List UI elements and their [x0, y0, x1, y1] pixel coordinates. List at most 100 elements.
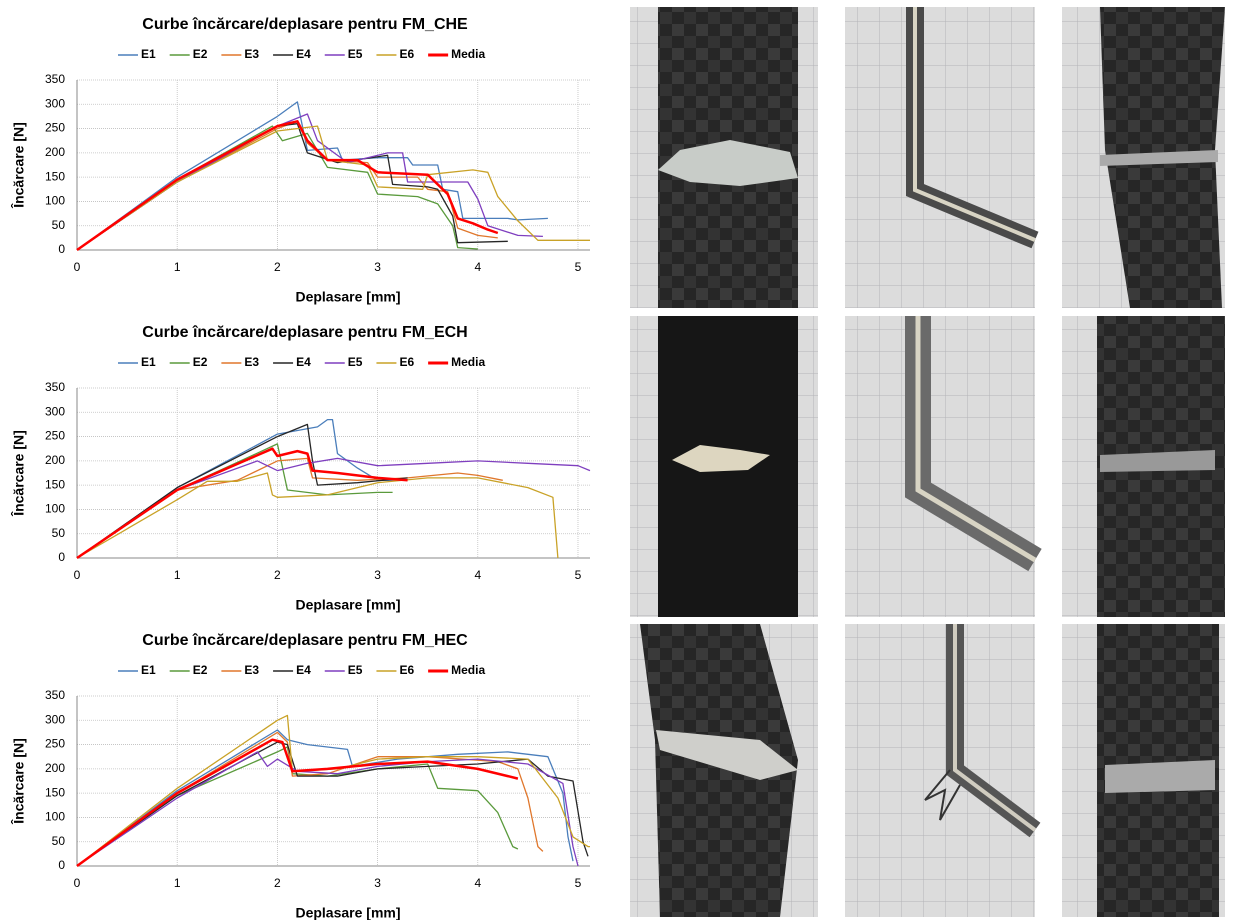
legend-label: E6: [399, 355, 414, 369]
legend-label: E3: [244, 663, 259, 677]
specimen-edge: [953, 624, 1037, 832]
legend-label: Media: [451, 355, 485, 369]
series-line: [76, 714, 590, 867]
fracture: [1100, 150, 1218, 166]
chart: Curbe încărcare/deplasare pentru FM_HEC E…: [10, 632, 590, 920]
series-line: [76, 123, 508, 251]
specimen-edge: [913, 7, 1036, 242]
x-tick-label: 1: [174, 260, 181, 274]
x-tick-label: 4: [474, 260, 481, 274]
series-line: [76, 120, 499, 252]
series-line: [76, 120, 498, 251]
series-line: [76, 125, 478, 251]
fracture: [924, 769, 961, 821]
legend-label: E4: [296, 355, 311, 369]
series-line: [76, 457, 503, 559]
legend-label: E1: [141, 663, 156, 677]
y-tick-label: 200: [45, 145, 65, 159]
series-line: [76, 738, 519, 868]
legend-label: Media: [451, 663, 485, 677]
y-axis-title: Încărcare [N]: [10, 738, 27, 825]
legend-label: Media: [451, 47, 485, 61]
series-line: [76, 457, 591, 559]
y-tick-label: 50: [52, 218, 66, 232]
series-line: [76, 731, 544, 867]
series-line: [76, 472, 559, 559]
y-tick-label: 350: [45, 380, 65, 394]
y-tick-label: 250: [45, 121, 65, 135]
legend-label: E6: [399, 663, 414, 677]
y-tick-label: 150: [45, 785, 65, 799]
photo: [845, 7, 1035, 308]
x-tick-label: 1: [174, 876, 181, 890]
series-line: [76, 101, 548, 251]
x-axis-title: Deplasare [mm]: [295, 905, 400, 920]
y-tick-label: 300: [45, 712, 65, 726]
x-axis-title: Deplasare [mm]: [295, 289, 400, 305]
legend-label: E2: [193, 663, 208, 677]
y-tick-label: 100: [45, 194, 65, 208]
y-tick-label: 250: [45, 429, 65, 443]
specimen-edge: [915, 316, 1037, 563]
legend-label: E5: [348, 663, 363, 677]
x-axis-title: Deplasare [mm]: [295, 597, 400, 613]
specimen: [640, 624, 798, 917]
legend-label: E2: [193, 47, 208, 61]
x-tick-label: 5: [575, 568, 582, 582]
y-tick-label: 350: [45, 72, 65, 86]
fracture: [1100, 450, 1215, 472]
legend-label: E3: [244, 355, 259, 369]
y-axis-title: Încărcare [N]: [10, 122, 27, 209]
legend-label: E1: [141, 47, 156, 61]
legend-label: E4: [296, 47, 311, 61]
x-tick-label: 2: [274, 568, 281, 582]
y-axis-title: Încărcare [N]: [10, 430, 27, 517]
chart-title: Curbe încărcare/deplasare pentru FM_ECH: [142, 324, 467, 341]
y-tick-label: 50: [52, 834, 66, 848]
fracture: [656, 730, 798, 780]
x-tick-label: 3: [374, 568, 381, 582]
x-tick-label: 2: [274, 260, 281, 274]
y-tick-label: 150: [45, 477, 65, 491]
y-tick-label: 200: [45, 453, 65, 467]
x-tick-label: 0: [74, 568, 81, 582]
y-tick-label: 300: [45, 404, 65, 418]
legend-label: E5: [348, 47, 363, 61]
legend-label: E5: [348, 355, 363, 369]
y-tick-label: 50: [52, 526, 66, 540]
series-line: [76, 741, 589, 867]
x-tick-label: 0: [74, 260, 81, 274]
chart-title: Curbe încărcare/deplasare pentru FM_HEC: [142, 632, 468, 649]
x-tick-label: 2: [274, 876, 281, 890]
y-tick-label: 0: [58, 858, 65, 872]
chart: Curbe încărcare/deplasare pentru FM_CHE E…: [10, 16, 590, 305]
y-tick-label: 350: [45, 688, 65, 702]
fracture: [658, 140, 798, 186]
y-tick-label: 0: [58, 550, 65, 564]
series-line: [76, 423, 408, 559]
series-line: [76, 113, 543, 251]
y-tick-label: 250: [45, 737, 65, 751]
y-tick-label: 100: [45, 810, 65, 824]
legend-label: E6: [399, 47, 414, 61]
x-tick-label: 5: [575, 876, 582, 890]
x-tick-label: 1: [174, 568, 181, 582]
series-line: [76, 418, 398, 559]
x-tick-label: 3: [374, 876, 381, 890]
series-line: [76, 751, 579, 867]
x-tick-label: 4: [474, 876, 481, 890]
fracture: [672, 445, 770, 472]
chart: Curbe încărcare/deplasare pentru FM_ECH E…: [10, 324, 591, 613]
photo: [845, 624, 1035, 917]
y-tick-label: 300: [45, 96, 65, 110]
chart-title: Curbe încărcare/deplasare pentru FM_CHE: [142, 16, 468, 33]
y-tick-label: 0: [58, 242, 65, 256]
x-tick-label: 3: [374, 260, 381, 274]
y-tick-label: 150: [45, 169, 65, 183]
x-tick-label: 0: [74, 876, 81, 890]
legend-label: E3: [244, 47, 259, 61]
y-tick-label: 200: [45, 761, 65, 775]
photo: [845, 316, 1035, 617]
fracture: [1105, 760, 1215, 793]
